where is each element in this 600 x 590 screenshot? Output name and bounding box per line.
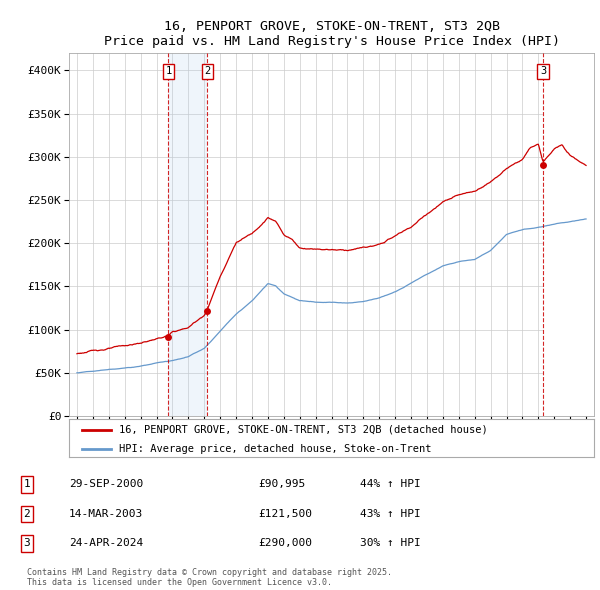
Text: £121,500: £121,500	[258, 509, 312, 519]
Text: 16, PENPORT GROVE, STOKE-ON-TRENT, ST3 2QB (detached house): 16, PENPORT GROVE, STOKE-ON-TRENT, ST3 2…	[119, 425, 488, 435]
Text: 44% ↑ HPI: 44% ↑ HPI	[360, 480, 421, 489]
Text: 1: 1	[23, 480, 31, 489]
Text: £290,000: £290,000	[258, 539, 312, 548]
Text: HPI: Average price, detached house, Stoke-on-Trent: HPI: Average price, detached house, Stok…	[119, 444, 431, 454]
Text: 24-APR-2024: 24-APR-2024	[69, 539, 143, 548]
Text: £90,995: £90,995	[258, 480, 305, 489]
Text: 3: 3	[23, 539, 31, 548]
Text: Contains HM Land Registry data © Crown copyright and database right 2025.
This d: Contains HM Land Registry data © Crown c…	[27, 568, 392, 587]
Bar	[543, 53, 594, 416]
Bar	[169, 53, 208, 416]
Text: 3: 3	[540, 66, 546, 76]
Text: 43% ↑ HPI: 43% ↑ HPI	[360, 509, 421, 519]
Text: 2: 2	[23, 509, 31, 519]
Text: 14-MAR-2003: 14-MAR-2003	[69, 509, 143, 519]
Title: 16, PENPORT GROVE, STOKE-ON-TRENT, ST3 2QB
Price paid vs. HM Land Registry's Hou: 16, PENPORT GROVE, STOKE-ON-TRENT, ST3 2…	[104, 20, 560, 48]
Text: 2: 2	[204, 66, 211, 76]
Text: 1: 1	[166, 66, 172, 76]
Text: 30% ↑ HPI: 30% ↑ HPI	[360, 539, 421, 548]
Text: 29-SEP-2000: 29-SEP-2000	[69, 480, 143, 489]
